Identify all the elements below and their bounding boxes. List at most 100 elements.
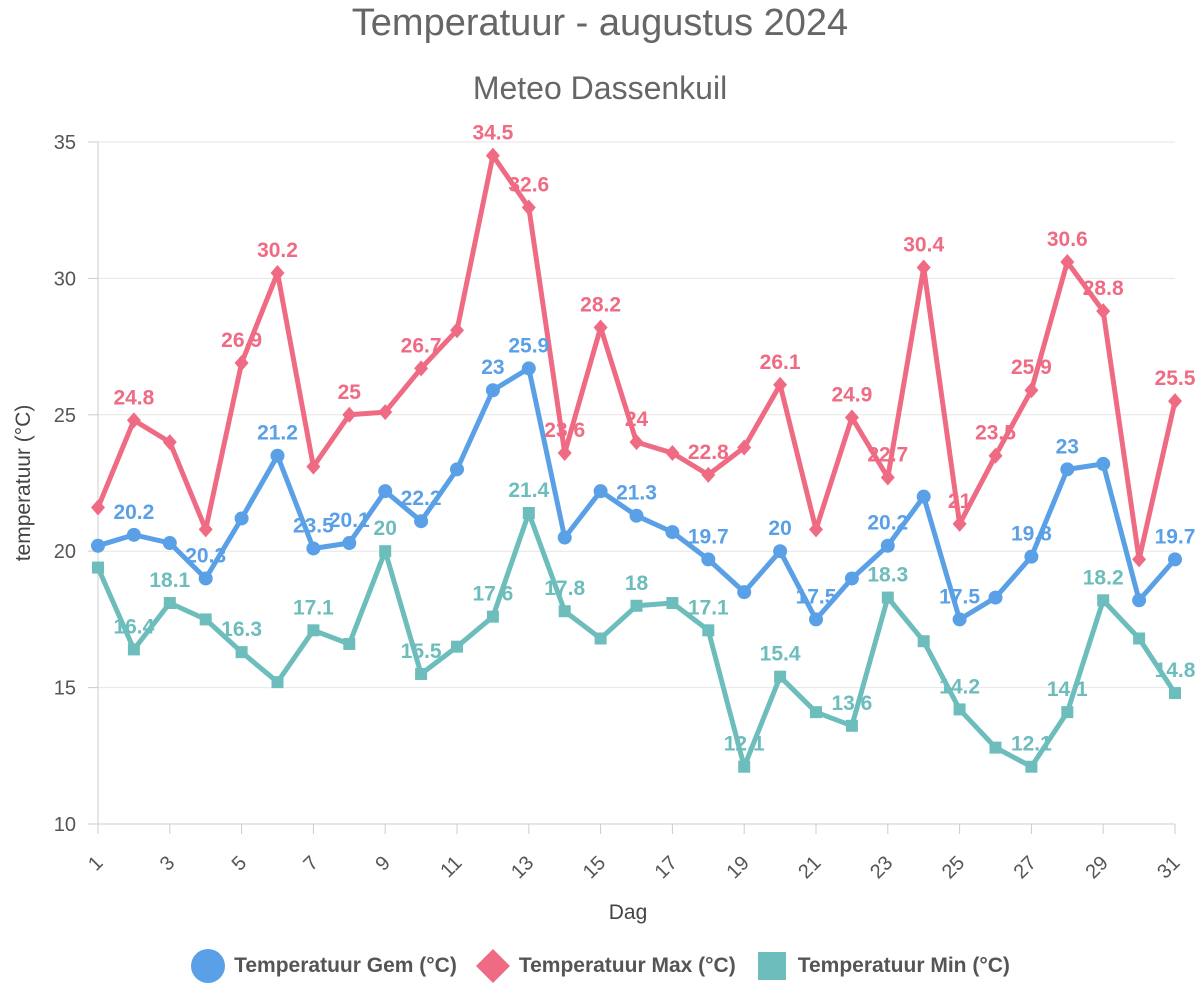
- data-point[interactable]: [522, 507, 535, 520]
- data-point[interactable]: [306, 541, 321, 556]
- data-point[interactable]: [702, 624, 715, 637]
- data-point[interactable]: [557, 444, 572, 461]
- data-point[interactable]: [1060, 462, 1075, 477]
- data-point[interactable]: [737, 439, 752, 456]
- legend-item-gem[interactable]: Temperatuur Gem (°C): [190, 948, 457, 984]
- y-tick-label: 30: [54, 268, 76, 290]
- data-point[interactable]: [701, 466, 716, 483]
- data-point[interactable]: [773, 376, 788, 393]
- data-point[interactable]: [163, 597, 176, 610]
- data-point[interactable]: [1169, 687, 1181, 700]
- data-point[interactable]: [1025, 760, 1038, 773]
- data-point[interactable]: [415, 667, 428, 680]
- data-point[interactable]: [844, 571, 859, 586]
- data-point[interactable]: [845, 719, 858, 732]
- data-point[interactable]: [451, 640, 463, 653]
- data-point[interactable]: [880, 469, 895, 486]
- data-point[interactable]: [91, 499, 105, 516]
- data-point[interactable]: [1096, 303, 1111, 320]
- data-point[interactable]: [1060, 254, 1075, 271]
- data-point[interactable]: [450, 462, 464, 477]
- data-point[interactable]: [1168, 552, 1182, 567]
- data-label: 24.9: [831, 384, 872, 407]
- data-point[interactable]: [666, 597, 679, 610]
- data-point[interactable]: [1168, 393, 1182, 410]
- legend-item-max[interactable]: Temperatuur Max (°C): [475, 948, 736, 984]
- data-point[interactable]: [916, 489, 931, 504]
- data-point[interactable]: [988, 590, 1003, 605]
- data-point[interactable]: [342, 406, 357, 423]
- data-point[interactable]: [126, 527, 141, 542]
- data-point[interactable]: [773, 544, 788, 559]
- data-point[interactable]: [1061, 706, 1074, 719]
- data-point[interactable]: [485, 147, 500, 164]
- data-point[interactable]: [881, 591, 894, 604]
- data-point[interactable]: [737, 585, 752, 600]
- data-point[interactable]: [414, 514, 429, 529]
- data-point[interactable]: [665, 444, 680, 461]
- data-point[interactable]: [557, 530, 572, 545]
- data-point[interactable]: [630, 599, 643, 612]
- data-point[interactable]: [414, 360, 429, 377]
- data-point[interactable]: [952, 515, 967, 532]
- data-point[interactable]: [521, 361, 536, 376]
- data-point[interactable]: [809, 521, 823, 538]
- data-point[interactable]: [917, 635, 930, 648]
- data-point[interactable]: [450, 322, 464, 339]
- data-point[interactable]: [198, 521, 213, 538]
- data-point[interactable]: [1096, 456, 1111, 471]
- data-point[interactable]: [235, 646, 248, 659]
- data-point[interactable]: [162, 434, 177, 451]
- data-point[interactable]: [774, 670, 787, 683]
- data-point[interactable]: [198, 571, 213, 586]
- data-point[interactable]: [809, 612, 823, 627]
- data-point[interactable]: [486, 610, 499, 623]
- data-point[interactable]: [1024, 549, 1039, 564]
- data-point[interactable]: [665, 525, 680, 540]
- data-point[interactable]: [558, 605, 571, 618]
- data-point[interactable]: [593, 484, 608, 499]
- data-point[interactable]: [127, 643, 140, 656]
- data-point[interactable]: [126, 412, 141, 429]
- data-point[interactable]: [844, 409, 859, 426]
- data-point[interactable]: [880, 538, 895, 553]
- data-point[interactable]: [629, 434, 644, 451]
- data-point[interactable]: [199, 613, 212, 626]
- data-point[interactable]: [342, 536, 357, 551]
- data-point[interactable]: [234, 354, 249, 371]
- data-point[interactable]: [270, 264, 285, 281]
- data-label: 16.4: [113, 615, 154, 638]
- data-point[interactable]: [521, 199, 536, 216]
- data-point[interactable]: [988, 447, 1003, 464]
- data-point[interactable]: [953, 703, 966, 716]
- data-point[interactable]: [629, 508, 644, 523]
- data-point[interactable]: [378, 404, 393, 421]
- data-point[interactable]: [485, 383, 500, 398]
- data-point[interactable]: [952, 612, 967, 627]
- data-point[interactable]: [738, 760, 751, 773]
- data-point[interactable]: [343, 637, 356, 650]
- data-point[interactable]: [989, 741, 1002, 754]
- data-point[interactable]: [1024, 382, 1039, 399]
- data-point[interactable]: [378, 484, 393, 499]
- data-point[interactable]: [1132, 551, 1147, 568]
- data-point[interactable]: [1097, 594, 1110, 607]
- data-point[interactable]: [379, 545, 392, 558]
- data-point[interactable]: [270, 448, 285, 463]
- data-point[interactable]: [306, 458, 321, 475]
- data-point[interactable]: [916, 259, 931, 276]
- data-point[interactable]: [162, 536, 177, 551]
- data-point[interactable]: [92, 561, 104, 574]
- data-point[interactable]: [1133, 632, 1146, 645]
- data-point[interactable]: [1132, 593, 1147, 608]
- data-point[interactable]: [234, 511, 249, 526]
- data-point[interactable]: [593, 319, 608, 336]
- data-point[interactable]: [594, 632, 607, 645]
- data-point[interactable]: [91, 538, 105, 553]
- data-point[interactable]: [810, 706, 822, 719]
- legend-item-min[interactable]: Temperatuur Min (°C): [754, 948, 1010, 984]
- data-point[interactable]: [271, 676, 284, 689]
- data-point[interactable]: [701, 552, 716, 567]
- data-point[interactable]: [307, 624, 320, 637]
